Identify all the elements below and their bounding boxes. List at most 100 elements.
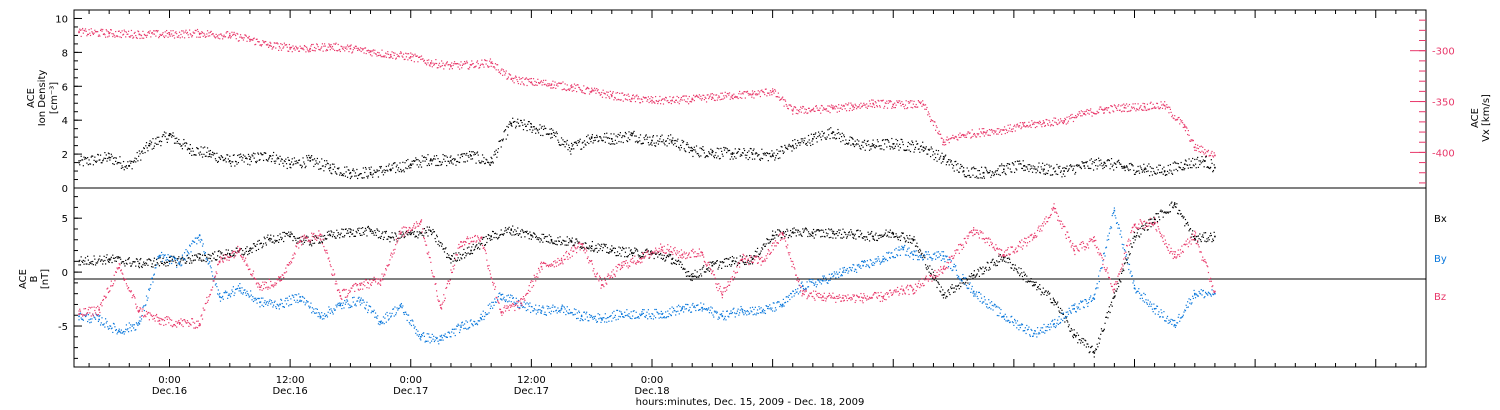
density-dot xyxy=(842,139,844,142)
vx-dot xyxy=(487,66,489,68)
density-point xyxy=(329,166,332,169)
b-bx-dot xyxy=(643,256,645,258)
vx-dot xyxy=(1166,106,1169,109)
vx-dot xyxy=(1059,121,1061,123)
b-bx-point xyxy=(1133,235,1136,238)
b-bx-point xyxy=(450,258,452,260)
vx-dot xyxy=(1103,112,1105,114)
vx-dot xyxy=(310,45,312,47)
vx-dot xyxy=(675,99,678,101)
b-bx-dot xyxy=(156,262,158,264)
vx-dot xyxy=(425,64,428,66)
density-dot xyxy=(755,152,757,154)
density-dot xyxy=(1173,169,1175,171)
density-point xyxy=(188,148,191,150)
b-bx-dot xyxy=(85,263,87,265)
b-bx-dot xyxy=(722,262,724,264)
vx-dot xyxy=(1109,112,1111,114)
density-dot xyxy=(887,140,889,142)
b-bx-dot xyxy=(510,228,512,230)
b-bx-dot xyxy=(207,253,209,256)
vx-point xyxy=(1194,146,1196,149)
density-dot xyxy=(926,153,928,155)
density-dot xyxy=(686,142,688,144)
vx-dot xyxy=(812,107,815,109)
vx-dot xyxy=(374,49,376,51)
density-dot xyxy=(430,159,432,162)
b-bx-dot xyxy=(662,257,665,260)
b-bx-dot xyxy=(945,295,947,297)
density-dot xyxy=(688,146,690,148)
b-bx-dot xyxy=(688,270,690,273)
vx-dot xyxy=(240,36,242,38)
b-bx-dot xyxy=(933,279,935,281)
b-bx-dot xyxy=(889,231,891,233)
vx-dot xyxy=(300,47,302,49)
vx-dot xyxy=(540,81,542,83)
density-dot xyxy=(1052,168,1054,170)
density-dot xyxy=(122,166,124,169)
vx-dot xyxy=(402,53,405,55)
b-bx-dot xyxy=(402,233,405,235)
b-bx-dot xyxy=(1065,317,1067,319)
vx-dot xyxy=(877,99,879,102)
vx-dot xyxy=(92,33,94,35)
density-dot xyxy=(426,164,428,167)
b-bx-dot xyxy=(865,236,867,238)
b-bx-dot xyxy=(978,275,981,278)
density-dot xyxy=(660,141,662,143)
density-dot xyxy=(886,146,888,148)
density-dot xyxy=(878,145,881,147)
density-dot xyxy=(1161,168,1164,170)
b-bx-dot xyxy=(680,266,683,268)
density-dot xyxy=(312,159,314,161)
b-bx-dot xyxy=(1085,340,1087,342)
vx-dot xyxy=(755,94,757,96)
vx-dot xyxy=(269,41,271,43)
density-dot xyxy=(176,140,178,143)
b-bx-dot xyxy=(165,265,167,267)
b-bx-dot xyxy=(548,234,550,236)
density-dot xyxy=(79,164,81,166)
density-point xyxy=(450,160,452,162)
vx-dot xyxy=(418,56,420,59)
vx-dot xyxy=(944,141,946,143)
vx-dot xyxy=(327,46,329,48)
vx-dot xyxy=(245,34,247,36)
density-dot xyxy=(99,154,102,156)
b-bx-dot xyxy=(284,235,286,237)
vx-point xyxy=(1103,108,1106,111)
b-bx-dot xyxy=(942,297,945,299)
vx-dot xyxy=(1063,121,1065,123)
vx-point xyxy=(872,102,874,105)
density-dot xyxy=(616,136,619,138)
b-bx-dot xyxy=(724,265,726,267)
vx-dot xyxy=(698,96,700,98)
b-bx-point xyxy=(470,249,472,252)
density-dot xyxy=(911,140,913,142)
b-bx-dot xyxy=(737,262,739,264)
density-dot xyxy=(1034,168,1037,170)
b-bx-dot xyxy=(332,234,334,236)
vx-dot xyxy=(868,100,871,102)
vx-dot xyxy=(868,105,870,107)
density-dot xyxy=(550,128,553,130)
density-dot xyxy=(972,174,974,176)
b-bx-dot xyxy=(709,261,711,263)
b-bx-dot xyxy=(961,282,963,284)
b-bx-dot xyxy=(199,253,201,256)
density-dot xyxy=(772,155,774,157)
vx-dot xyxy=(182,30,184,32)
vx-dot xyxy=(329,44,331,46)
vx-dot xyxy=(672,96,675,98)
density-dot xyxy=(561,143,563,145)
b-bx-dot xyxy=(341,236,344,238)
density-point xyxy=(1143,168,1146,171)
vx-dot xyxy=(585,88,587,90)
vx-dot xyxy=(351,51,354,53)
density-dot xyxy=(700,147,703,150)
vx-dot xyxy=(1190,139,1192,141)
density-dot xyxy=(383,169,385,171)
vx-dot xyxy=(680,97,683,99)
density-dot xyxy=(725,147,727,149)
